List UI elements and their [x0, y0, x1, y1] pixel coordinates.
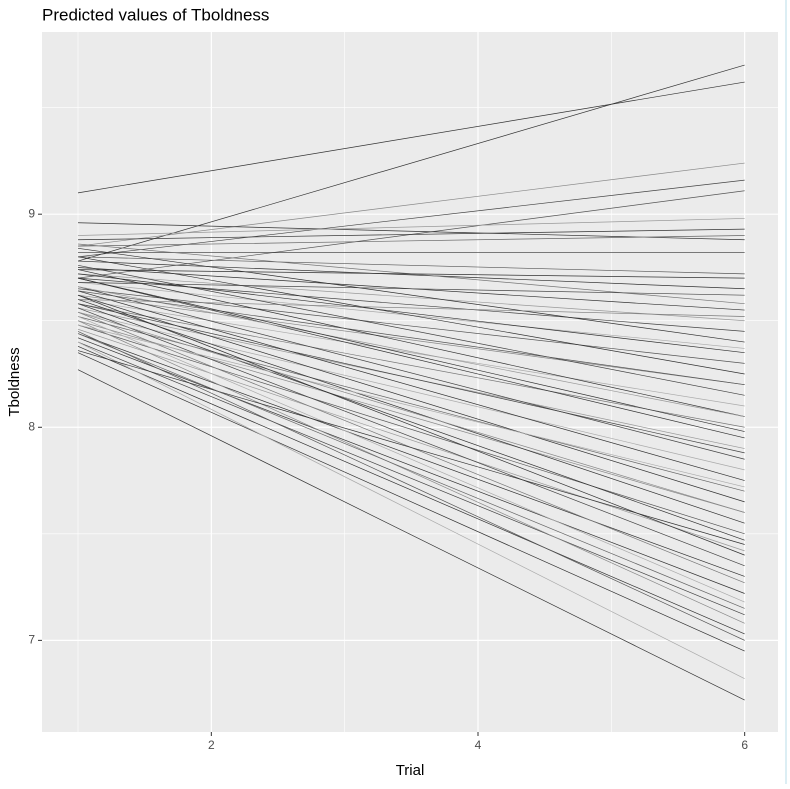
series-line — [77, 341, 745, 616]
series-line — [77, 316, 745, 603]
series-line — [77, 299, 745, 317]
series-line — [77, 328, 745, 552]
x-tick-label: 4 — [475, 738, 482, 752]
series-line — [77, 273, 745, 354]
x-axis-label: Trial — [396, 762, 425, 779]
x-tick-label: 6 — [741, 738, 748, 752]
series-line — [77, 290, 745, 386]
y-tick-label: 8 — [28, 419, 35, 433]
series-line — [77, 277, 745, 439]
series-line — [77, 352, 745, 652]
y-tick-label: 9 — [28, 206, 35, 220]
series-line — [77, 311, 745, 513]
series-line — [77, 282, 745, 296]
series-line — [77, 218, 745, 236]
series-line — [77, 222, 745, 241]
series-line — [77, 260, 745, 290]
series-line — [77, 307, 745, 567]
series-line — [77, 345, 745, 635]
series-line — [77, 235, 745, 247]
series-line — [77, 324, 745, 488]
series-line — [77, 320, 745, 624]
series-line — [77, 269, 745, 279]
series-line — [77, 294, 745, 556]
series-line — [77, 341, 745, 680]
panel — [42, 32, 778, 732]
series-line — [77, 324, 745, 535]
series-line — [77, 303, 745, 454]
series-line — [77, 247, 745, 343]
series-line — [77, 288, 745, 364]
series-line — [77, 299, 745, 407]
series-line — [77, 299, 745, 524]
series-line — [77, 286, 745, 460]
y-axis-label: Tboldness — [6, 347, 23, 416]
series-line — [77, 290, 745, 481]
series-line — [77, 303, 745, 541]
series-line — [77, 320, 745, 513]
chart-title: Predicted values of Tboldness — [42, 5, 269, 24]
y-tick-label: 7 — [28, 633, 35, 647]
series-line — [77, 162, 745, 247]
series-line — [77, 273, 745, 322]
series-line — [77, 179, 745, 258]
series-line — [77, 333, 745, 609]
series-line — [77, 333, 745, 577]
series-line — [77, 81, 745, 194]
series-line — [77, 294, 745, 503]
series-line — [77, 269, 745, 417]
series-line — [77, 228, 745, 241]
series-line — [77, 256, 745, 275]
series-line — [77, 256, 745, 375]
series-line — [77, 369, 745, 701]
series-line — [77, 64, 745, 262]
series-line — [77, 294, 745, 386]
series-line — [77, 337, 745, 594]
series-line — [77, 286, 745, 417]
series-line — [77, 303, 745, 428]
series-line — [77, 277, 745, 432]
x-tick-label: 2 — [208, 738, 215, 752]
